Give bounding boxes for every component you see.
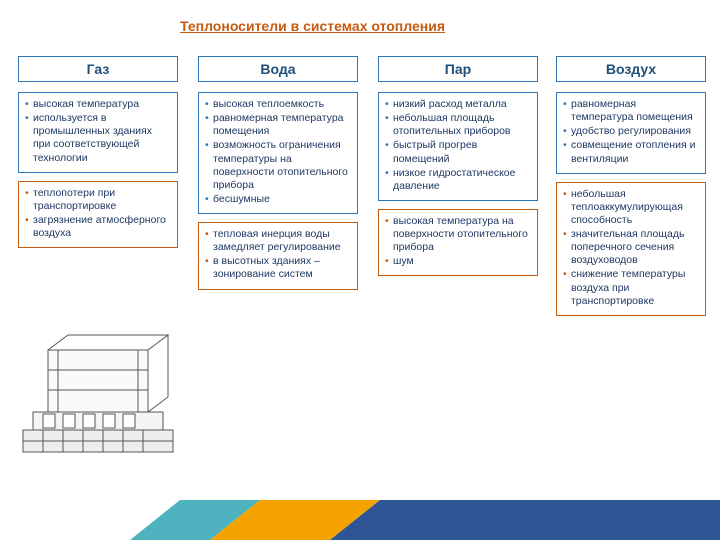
list-item: снижение температуры воздуха при транспо… [563,268,699,307]
list-item: быстрый прогрев помещений [385,139,531,165]
header-steam: Пар [378,56,538,82]
list-item: возможность ограничения температуры на п… [205,139,351,192]
list-item: высокая теплоемкость [205,98,351,111]
header-air: Воздух [556,56,706,82]
list-item: шум [385,255,531,268]
air-pros: равномерная температура помещения удобст… [556,92,706,174]
footer-decoration [0,500,720,540]
list-item: низкое гидростатическое давление [385,167,531,193]
header-gas: Газ [18,56,178,82]
column-air: Воздух равномерная температура помещения… [556,56,706,324]
list-item: бесшумные [205,193,351,206]
list-item: равномерная температура помещения [205,112,351,138]
water-pros: высокая теплоемкость равномерная темпера… [198,92,358,214]
gas-pros: высокая температура используется в промы… [18,92,178,173]
steam-cons: высокая температура на поверхности отопи… [378,209,538,277]
page-title: Теплоносители в системах отопления [180,18,445,34]
list-item: тепловая инерция воды замедляет регулиро… [205,228,351,254]
air-cons: небольшая теплоаккумулирующая способност… [556,182,706,316]
list-item: значительная площадь поперечного сечения… [563,228,699,267]
header-water: Вода [198,56,358,82]
list-item: равномерная температура помещения [563,98,699,124]
list-item: в высотных зданиях – зонирование систем [205,255,351,281]
list-item: загрязнение атмосферного воздуха [25,214,171,240]
list-item: небольшая площадь отопительных приборов [385,112,531,138]
column-water: Вода высокая теплоемкость равномерная те… [198,56,358,298]
list-item: низкий расход металла [385,98,531,111]
water-cons: тепловая инерция воды замедляет регулиро… [198,222,358,290]
column-steam: Пар низкий расход металла небольшая площ… [378,56,538,284]
list-item: высокая температура [25,98,171,111]
column-gas: Газ высокая температура используется в п… [18,56,178,256]
list-item: совмещение отопления и вентиляции [563,139,699,165]
list-item: высокая температура на поверхности отопи… [385,215,531,254]
steam-pros: низкий расход металла небольшая площадь … [378,92,538,201]
list-item: теплопотери при транспортировке [25,187,171,213]
list-item: небольшая теплоаккумулирующая способност… [563,188,699,227]
furnace-illustration [18,320,178,460]
list-item: используется в промышленных зданиях при … [25,112,171,165]
gas-cons: теплопотери при транспортировке загрязне… [18,181,178,249]
list-item: удобство регулирования [563,125,699,138]
